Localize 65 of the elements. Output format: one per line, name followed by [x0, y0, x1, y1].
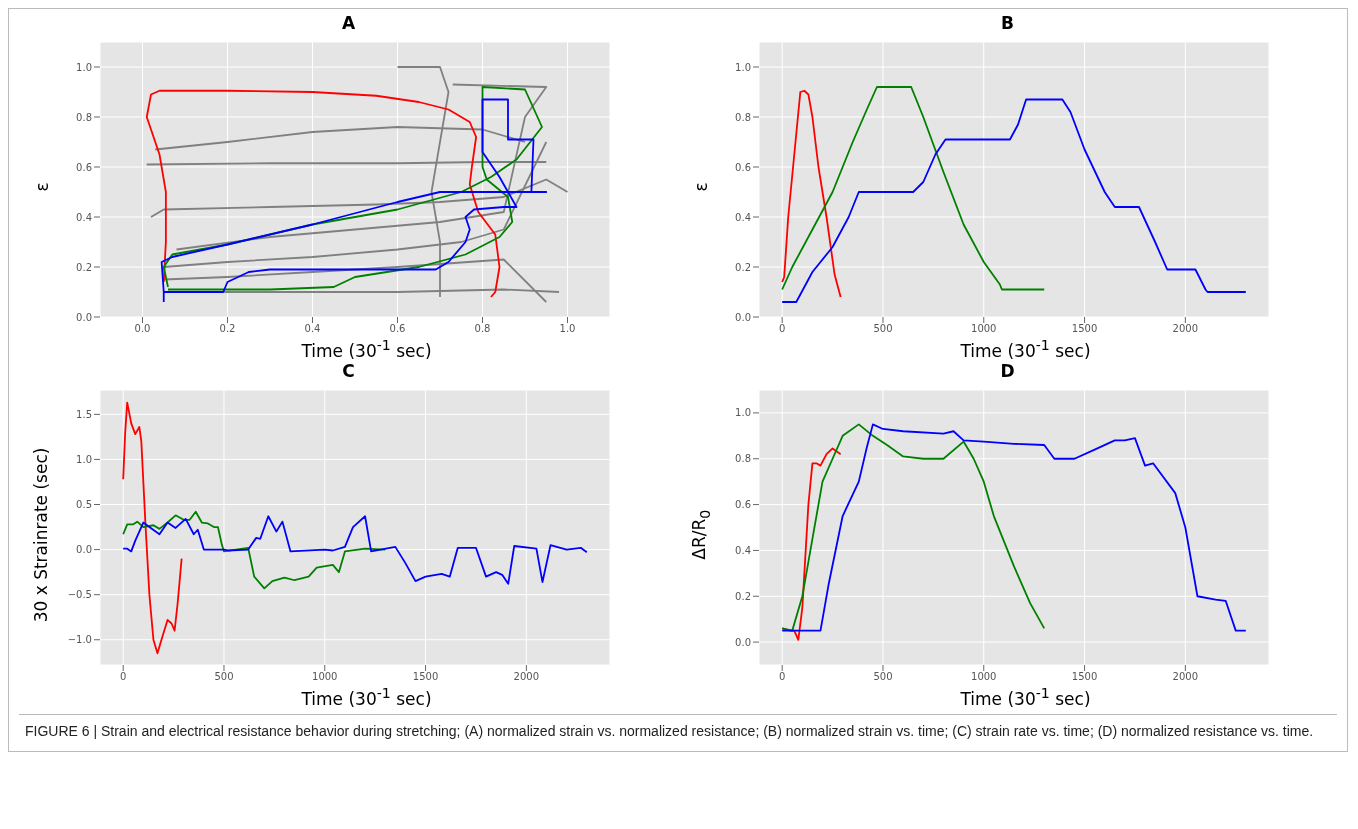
chart-title: C — [341, 360, 356, 383]
x-tick-label: 0.8 — [474, 323, 490, 335]
y-tick-label: 0.4 — [734, 544, 751, 556]
line-series — [121, 401, 183, 654]
x-tick-label: 0.0 — [134, 323, 150, 335]
line-series — [780, 89, 842, 298]
x-tick-label: 1500 — [412, 670, 438, 682]
x-axis-title: Time (30$^{-1}$ sec) — [300, 337, 433, 361]
x-axis-title: Time (30$^{-1}$ sec) — [959, 337, 1092, 361]
y-tick-label: 0.0 — [75, 543, 92, 555]
y-tick-label: 0.6 — [75, 161, 92, 173]
line-series — [780, 86, 1045, 291]
x-tick-label: 0.2 — [219, 323, 235, 335]
x-tick-label: 0 — [778, 670, 785, 682]
chart-title: D — [999, 360, 1016, 383]
y-tick-label: 0.4 — [75, 211, 92, 223]
line-series — [780, 423, 1045, 632]
x-tick-label: 2000 — [1172, 670, 1198, 682]
x-tick-label: 2000 — [513, 670, 539, 682]
x-tick-label: 1.0 — [559, 323, 575, 335]
y-tick-label: 0.2 — [734, 261, 751, 273]
x-tick-label: 1500 — [1071, 670, 1097, 682]
y-tick-label: 0.8 — [734, 452, 751, 464]
y-tick-label: 0.4 — [734, 211, 751, 223]
x-tick-label: 1000 — [311, 670, 337, 682]
y-tick-label: 0.5 — [75, 498, 92, 510]
y-tick-label: 0.2 — [75, 261, 92, 273]
y-tick-label: 0.6 — [734, 161, 751, 173]
chart-title: B — [1000, 13, 1015, 35]
y-tick-label: 0.0 — [75, 311, 92, 323]
y-tick-label: 1.0 — [734, 407, 751, 419]
y-tick-label: 0.8 — [75, 111, 92, 123]
x-tick-label: 500 — [213, 670, 234, 682]
line-series — [121, 514, 588, 585]
chart-title: A — [340, 13, 357, 35]
x-axis-title: Time (30$^{-1}$ sec) — [300, 684, 433, 709]
x-tick-label: 500 — [872, 670, 893, 682]
x-tick-label: 0 — [119, 670, 126, 682]
y-tick-label: 1.5 — [75, 408, 92, 420]
x-tick-label: 2000 — [1172, 323, 1198, 335]
y-tick-label: 0.8 — [734, 111, 751, 123]
line-series — [780, 423, 1247, 632]
x-tick-label: 500 — [872, 323, 893, 335]
x-tick-label: 1500 — [1071, 323, 1097, 335]
y-axis-title: 30 x Strainrate (sec) — [31, 447, 52, 623]
y-tick-label: 0.0 — [734, 636, 751, 648]
x-axis-title: Time (30$^{-1}$ sec) — [959, 684, 1092, 709]
y-tick-label: 1.0 — [75, 453, 92, 465]
caption: FIGURE 6 | Strain and electrical resistance behavior during stretching; (A) normalized strain vs. normalized resistance; (B) normalized strain vs. time; (C) strain rate vs. time; (D) normalized resistance vs. time. — [19, 714, 1337, 748]
line-series — [145, 89, 500, 298]
y-tick-label: −0.5 — [67, 588, 92, 600]
x-tick-label: 1000 — [970, 670, 996, 682]
y-tick-label: 1.0 — [734, 61, 751, 73]
x-tick-label: 0.4 — [304, 323, 320, 335]
y-tick-label: 0.2 — [734, 590, 751, 602]
y-tick-label: 1.0 — [75, 61, 92, 73]
y-axis-title: ε — [690, 182, 711, 192]
x-tick-label: 0 — [778, 323, 785, 335]
line-series — [780, 98, 1247, 303]
y-axis-title: ε — [31, 182, 52, 192]
x-tick-label: 1000 — [970, 323, 996, 335]
x-tick-label: 0.6 — [389, 323, 405, 335]
y-tick-label: 0.6 — [734, 498, 751, 510]
y-tick-label: 0.0 — [734, 311, 751, 323]
y-tick-label: −1.0 — [67, 633, 92, 645]
